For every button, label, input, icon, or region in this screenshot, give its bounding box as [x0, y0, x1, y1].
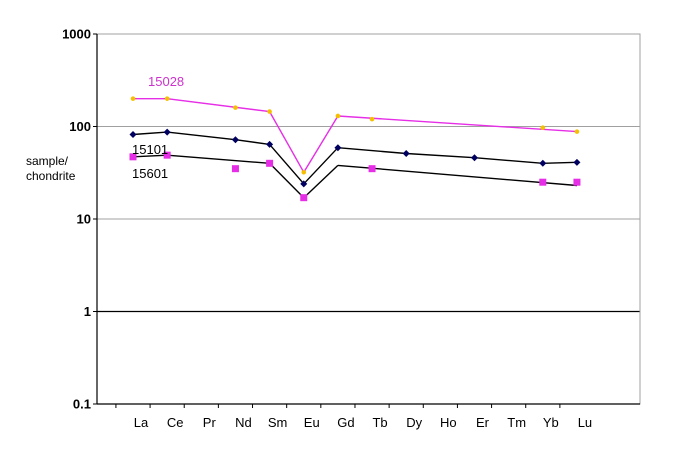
data-point: [266, 159, 274, 167]
series-line: [133, 97, 270, 113]
data-point: [266, 140, 274, 148]
data-point: [164, 96, 170, 101]
series-line: [269, 143, 305, 185]
data-point: [163, 151, 171, 159]
series-line: [337, 147, 578, 165]
x-tick-label-tb: Tb: [372, 415, 387, 430]
x-tick-label-ce: Ce: [167, 415, 184, 430]
y-tick-label: 1: [84, 304, 91, 319]
data-point: [130, 96, 136, 101]
x-tick-label-er: Er: [476, 415, 490, 430]
series-label-15028: 15028: [148, 74, 184, 89]
series-15028: [130, 96, 580, 175]
data-point: [539, 178, 547, 186]
x-tick-label-dy: Dy: [406, 415, 422, 430]
series-line: [337, 115, 578, 133]
data-point: [129, 130, 137, 138]
y-tick-label: 10: [77, 212, 91, 227]
axes: [93, 33, 640, 408]
data-point: [163, 128, 171, 136]
data-point: [540, 125, 546, 131]
data-point: [334, 144, 342, 152]
data-point: [335, 113, 341, 119]
series-line: [303, 115, 339, 173]
series-line: [303, 147, 339, 185]
x-tick-label-ho: Ho: [440, 415, 457, 430]
series-15601: [129, 151, 581, 202]
series-line: [303, 164, 339, 199]
data-point: [539, 159, 547, 167]
x-tick-label-la: La: [134, 415, 149, 430]
y-tick-labels: 0.1 1 10 100 1000: [62, 27, 91, 412]
y-tick-label: 100: [69, 119, 91, 134]
data-point: [573, 158, 581, 166]
x-tick-label-yb: Yb: [543, 415, 559, 430]
y-tick-label: 1000: [62, 27, 91, 42]
x-tick-label-eu: Eu: [304, 415, 320, 430]
series-line: [337, 164, 578, 187]
x-tick-label-nd: Nd: [235, 415, 252, 430]
data-point: [231, 165, 239, 173]
x-tick-label-gd: Gd: [337, 415, 354, 430]
series-line: [132, 131, 270, 146]
series-line: [269, 162, 305, 199]
x-tick-label-sm: Sm: [268, 415, 288, 430]
data-point: [369, 116, 375, 122]
data-point: [574, 129, 580, 134]
y-axis-label-line-2: chondrite: [26, 169, 76, 183]
data-point: [300, 194, 308, 202]
data-point: [267, 109, 272, 114]
data-point: [368, 165, 376, 173]
data-point: [231, 136, 239, 144]
series-label-15101: 15101: [132, 142, 168, 157]
series-15101: [129, 128, 581, 188]
data-point: [573, 178, 581, 186]
data-point: [129, 153, 137, 161]
x-tick-label-pr: Pr: [203, 415, 217, 430]
series-label-15601: 15601: [132, 166, 168, 181]
x-tick-label-lu: Lu: [578, 415, 592, 430]
y-tick-label: 0.1: [73, 397, 91, 412]
series-line: [268, 111, 305, 173]
data-point: [402, 150, 410, 158]
data-point: [233, 105, 238, 110]
y-axis-label-line-1: sample/: [26, 154, 69, 168]
x-tick-labels: La Ce Pr Nd Sm Eu Gd Tb Dy Ho Er Tm Yb Lu: [134, 415, 592, 430]
grid: [97, 126, 640, 313]
data-point: [301, 169, 307, 175]
x-tick-label-tm: Tm: [507, 415, 526, 430]
data-point: [300, 180, 308, 188]
data-point: [471, 154, 478, 162]
series-layer: [129, 96, 581, 202]
